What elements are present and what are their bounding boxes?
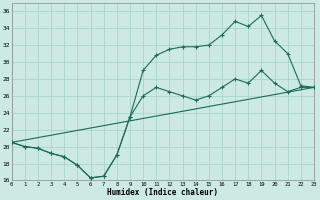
- X-axis label: Humidex (Indice chaleur): Humidex (Indice chaleur): [107, 188, 218, 197]
